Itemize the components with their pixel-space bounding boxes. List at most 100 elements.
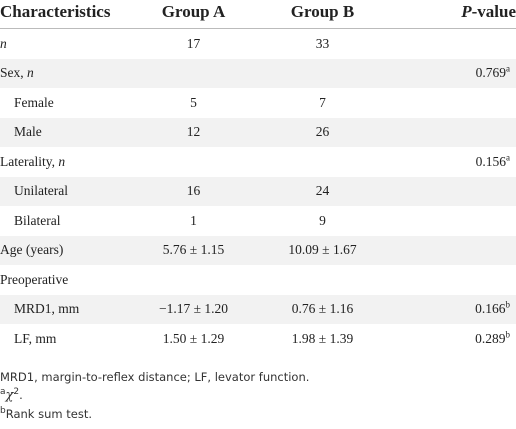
table-row: n 17 33 (0, 29, 516, 59)
table-cell: Sex, n (0, 58, 129, 88)
table-cell (129, 58, 258, 88)
text: Rank sum test. (5, 406, 92, 421)
text: Unilateral (14, 183, 68, 199)
text: Preoperative (0, 271, 69, 287)
text: 17 (186, 35, 201, 51)
text: MRD1, margin-to-reflex distance; LF, lev… (0, 369, 310, 384)
table-cell (387, 265, 516, 295)
table-cell: Male (0, 117, 129, 147)
table-cell: Female (0, 88, 129, 118)
table-cell: 24 (258, 176, 387, 206)
italic-text: P (461, 2, 472, 21)
text: Bilateral (14, 212, 61, 228)
text: 26 (315, 124, 330, 140)
header-cell: Group A (129, 0, 258, 29)
text: 9 (319, 212, 326, 228)
table-cell: Laterality, n (0, 147, 129, 177)
table-cell: 0.166b (387, 294, 516, 324)
table-cell: Age (years) (0, 235, 129, 265)
table-cell: 9 (258, 206, 387, 236)
table-cell: 0.289b (387, 324, 516, 354)
italic-text: n (27, 65, 34, 81)
table-row: Preoperative (0, 265, 516, 295)
header-row: Characteristics Group A Group B P-value (0, 0, 516, 29)
table-cell (387, 29, 516, 59)
text: LF, mm (14, 330, 57, 346)
superscript: 2 (13, 386, 20, 397)
text: Age (years) (0, 242, 64, 258)
italic-text: n (0, 35, 7, 51)
table-row: LF, mm 1.50 ± 1.29 1.98 ± 1.39 0.289b (0, 324, 516, 354)
text: 0.76 ± 1.16 (291, 301, 354, 317)
text: −1.17 ± 1.20 (158, 301, 229, 317)
text: 0.289 (475, 330, 506, 346)
symbol: χ (5, 387, 14, 403)
superscript: b (505, 329, 511, 340)
table-cell: n (0, 29, 129, 59)
table-cell (387, 117, 516, 147)
text: 5 (190, 94, 197, 110)
table-cell: 17 (129, 29, 258, 59)
italic-text: n (58, 153, 66, 169)
footnote: bRank sum test. (0, 405, 516, 423)
table-cell: 12 (129, 117, 258, 147)
table-row: Bilateral 1 9 (0, 206, 516, 236)
header-cell: Group B (258, 0, 387, 29)
text: 24 (315, 183, 330, 199)
text: -value (471, 2, 516, 21)
table-cell: 1 (129, 206, 258, 236)
footnotes: MRD1, margin-to-reflex distance; LF, lev… (0, 368, 516, 423)
table-cell (387, 176, 516, 206)
table-cell: −1.17 ± 1.20 (129, 294, 258, 324)
table-cell: Bilateral (0, 206, 129, 236)
table-cell: LF, mm (0, 324, 129, 354)
table-cell: 16 (129, 176, 258, 206)
table-cell (258, 147, 387, 177)
table-cell: 0.156a (387, 147, 516, 177)
table-cell: 0.76 ± 1.16 (258, 294, 387, 324)
table-cell (258, 58, 387, 88)
superscript: b (0, 405, 6, 416)
table-cell: 10.09 ± 1.67 (258, 235, 387, 265)
text: 0.769 (475, 65, 506, 81)
superscript: a (0, 386, 6, 397)
superscript: a (506, 152, 510, 163)
text: Group A (161, 2, 226, 21)
text: Laterality, (0, 153, 59, 169)
table-cell: 1.50 ± 1.29 (129, 324, 258, 354)
text: 12 (186, 124, 201, 140)
table-row: Male 12 26 (0, 117, 516, 147)
text: Sex, (0, 65, 27, 81)
text: 0.166 (475, 301, 506, 317)
text: 7 (319, 94, 326, 110)
text: 1.98 ± 1.39 (291, 330, 354, 346)
table-cell: Preoperative (0, 265, 129, 295)
data-table: Characteristics Group A Group B P-value n 17… (0, 0, 516, 354)
table-row: Age (years) 5.76 ± 1.15 10.09 ± 1.67 (0, 235, 516, 265)
table-cell: MRD1, mm (0, 294, 129, 324)
header-cell: Characteristics (0, 0, 129, 29)
table-row: Female 5 7 (0, 88, 516, 118)
table-row: MRD1, mm −1.17 ± 1.20 0.76 ± 1.16 0.166b (0, 294, 516, 324)
text: Characteristics (0, 2, 111, 21)
table-cell (387, 206, 516, 236)
superscript: b (505, 299, 511, 310)
table-cell: 26 (258, 117, 387, 147)
text: 33 (315, 35, 330, 51)
text: . (19, 387, 23, 402)
text: Female (14, 94, 54, 110)
text: 1 (190, 212, 197, 228)
superscript: a (506, 63, 510, 74)
text: 1.50 ± 1.29 (162, 330, 225, 346)
table-cell: 1.98 ± 1.39 (258, 324, 387, 354)
table-cell: 5.76 ± 1.15 (129, 235, 258, 265)
table-row: Unilateral 16 24 (0, 176, 516, 206)
footnote: aχ2. (0, 386, 516, 405)
table-cell: 0.769a (387, 58, 516, 88)
table-cell: 5 (129, 88, 258, 118)
text: 16 (186, 183, 201, 199)
table-cell: 7 (258, 88, 387, 118)
table-cell: Unilateral (0, 176, 129, 206)
table-cell (387, 88, 516, 118)
footnote: MRD1, margin-to-reflex distance; LF, lev… (0, 368, 516, 386)
